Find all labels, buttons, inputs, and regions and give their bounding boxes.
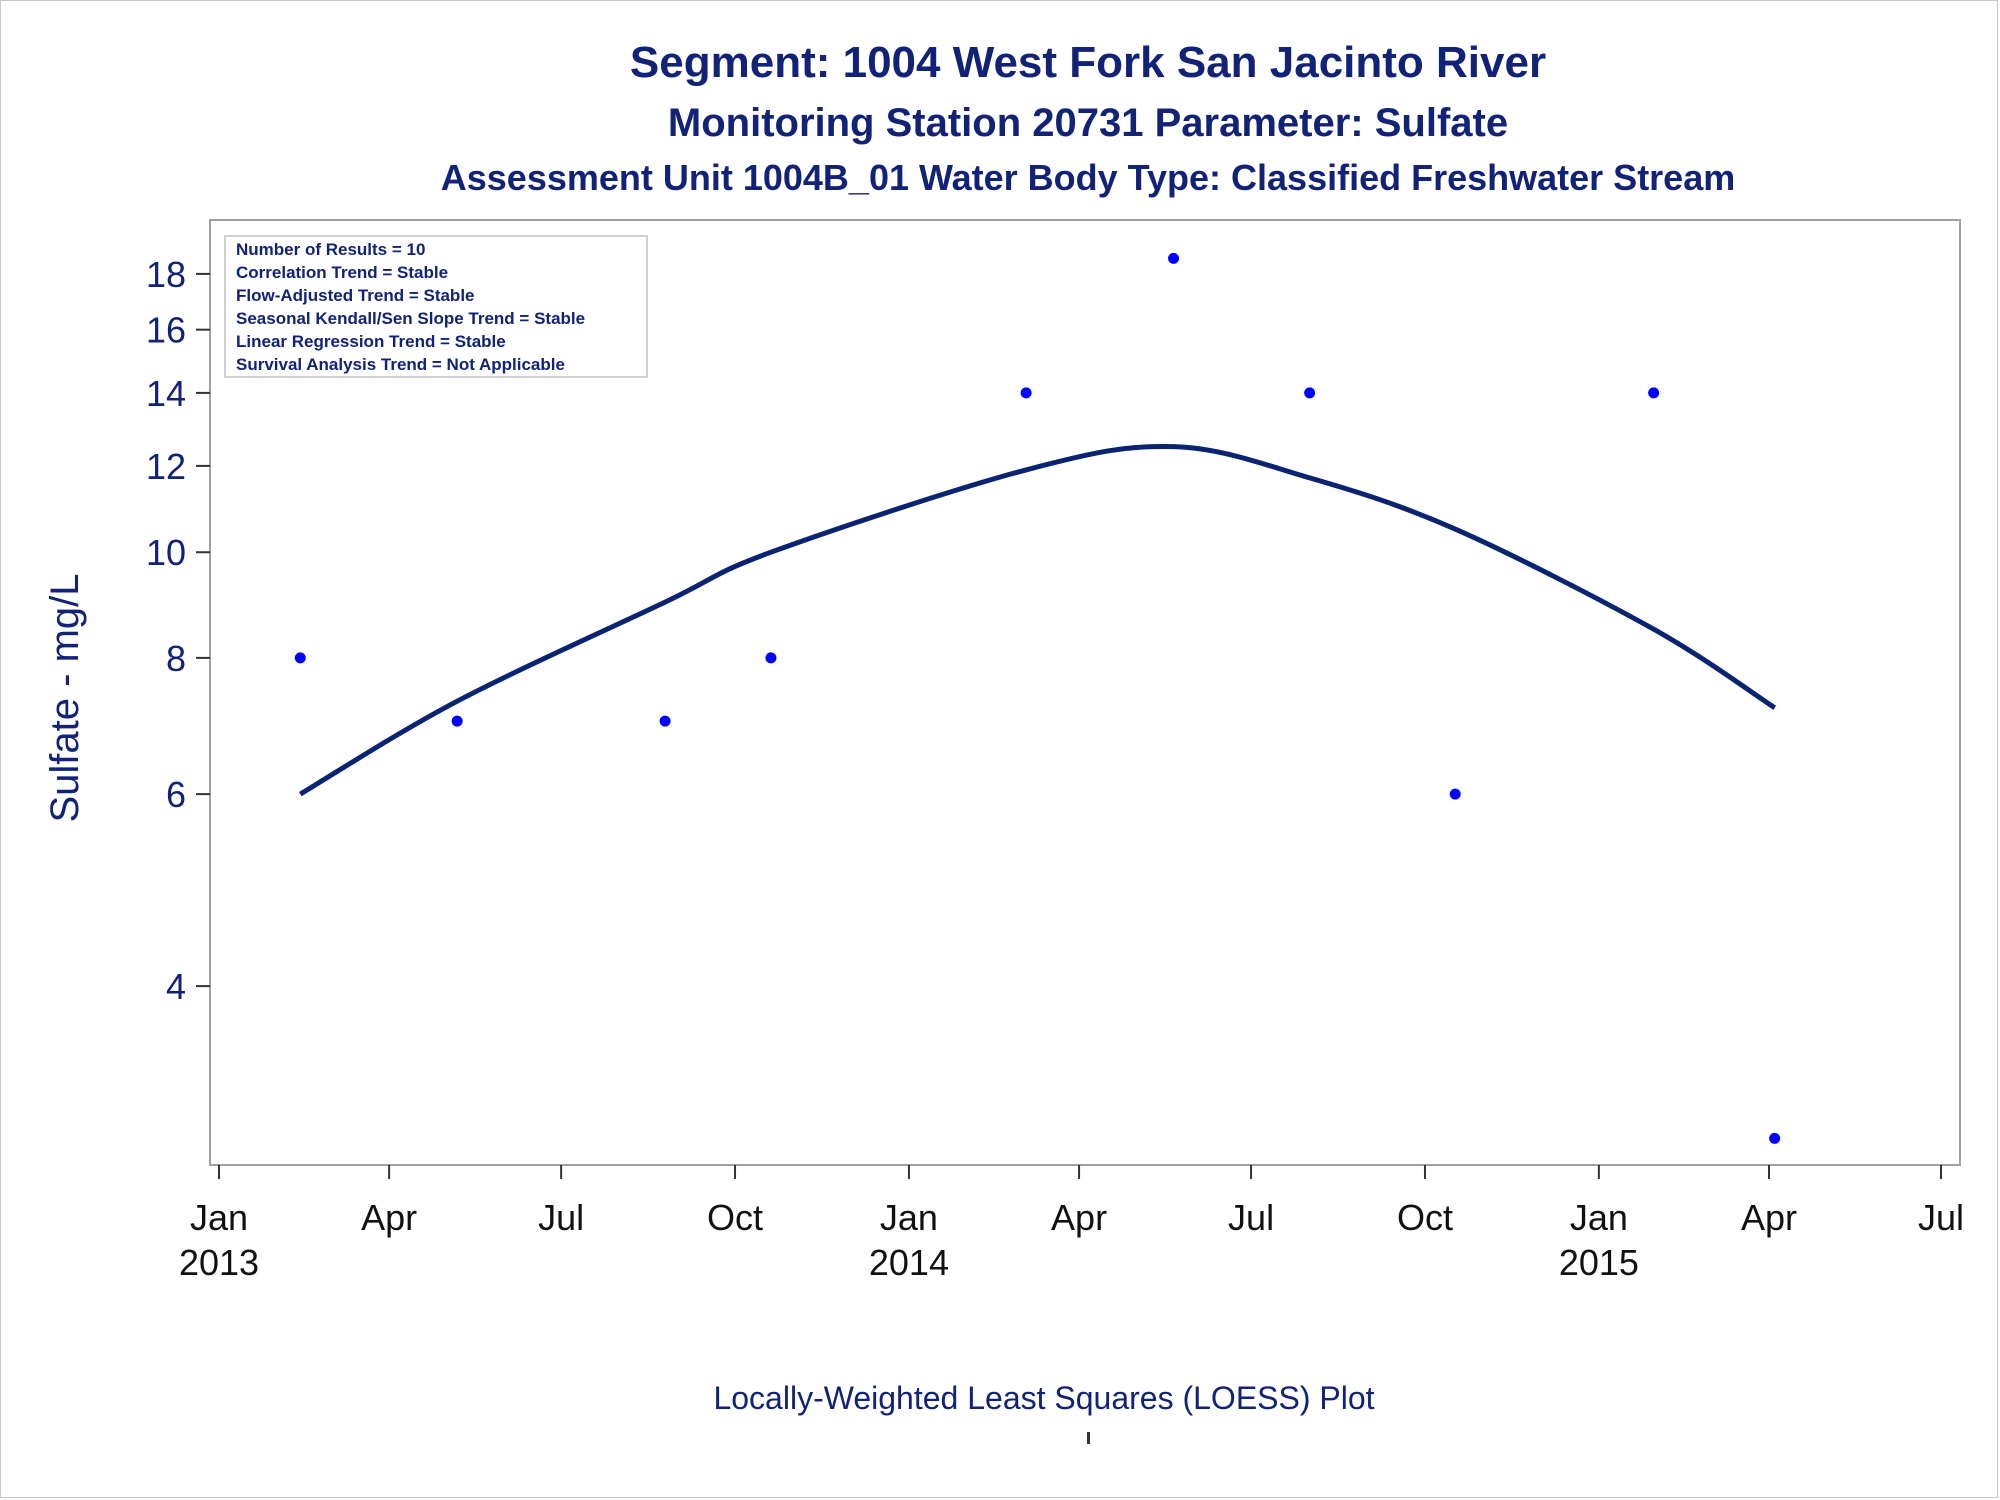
data-point — [1168, 252, 1180, 264]
x-tick-label: Apr — [361, 1197, 417, 1238]
x-tick-label: Oct — [1397, 1197, 1453, 1238]
y-tick-label: 18 — [146, 254, 186, 295]
data-point — [294, 652, 306, 664]
data-point — [765, 652, 777, 664]
loess-curve-group — [299, 443, 1777, 797]
x-tick-label: Apr — [1741, 1197, 1797, 1238]
data-points — [294, 252, 1781, 1144]
trend-info-line: Linear Regression Trend = Stable — [236, 332, 506, 351]
plot-footnote: Locally-Weighted Least Squares (LOESS) P… — [713, 1380, 1375, 1416]
data-point — [1020, 387, 1032, 399]
data-point — [659, 715, 671, 727]
loess-curve — [299, 443, 1777, 797]
y-axis-label: Sulfate - mg/L — [43, 573, 87, 822]
x-tick-label: Jul — [538, 1197, 584, 1238]
x-tick-label: Jan — [880, 1197, 938, 1238]
data-point — [451, 715, 463, 727]
data-point — [1648, 387, 1660, 399]
x-tick-year-label: 2014 — [869, 1242, 949, 1283]
trend-info-line: Correlation Trend = Stable — [236, 263, 448, 282]
data-point — [1769, 1132, 1781, 1144]
y-tick-label: 12 — [146, 446, 186, 487]
trend-info-line: Seasonal Kendall/Sen Slope Trend = Stabl… — [236, 309, 585, 328]
chart-subtitle-assessment: Assessment Unit 1004B_01 Water Body Type… — [440, 157, 1736, 198]
trend-info-border — [224, 235, 648, 378]
trend-info-box: Number of Results = 10 Correlation Trend … — [224, 235, 648, 378]
chart-title: Segment: 1004 West Fork San Jacinto Rive… — [629, 38, 1547, 87]
trend-info-line: Number of Results = 10 — [236, 240, 425, 259]
trend-info-line: Survival Analysis Trend = Not Applicable — [236, 355, 565, 374]
x-tick-label: Apr — [1051, 1197, 1107, 1238]
plot-border — [209, 219, 1961, 1166]
y-tick-label: 6 — [166, 774, 186, 815]
chart-subtitle-station: Monitoring Station 20731 Parameter: Sulf… — [667, 101, 1509, 145]
x-tick-year-label: 2013 — [179, 1242, 259, 1283]
plot-area — [209, 219, 1961, 1166]
x-tick-label: Jul — [1918, 1197, 1964, 1238]
x-tick-label: Jan — [1570, 1197, 1628, 1238]
trend-info-line: Flow-Adjusted Trend = Stable — [236, 286, 475, 305]
y-tick-label: 16 — [146, 310, 186, 351]
y-tick-label: 4 — [166, 966, 186, 1007]
x-tick-year-label: 2015 — [1559, 1242, 1639, 1283]
y-tick-label: 8 — [166, 638, 186, 679]
y-tick-label: 14 — [146, 373, 186, 414]
x-tick-label: Jan — [190, 1197, 248, 1238]
data-point — [1449, 788, 1461, 800]
footnote-tick — [1087, 1432, 1090, 1444]
data-point — [1304, 387, 1316, 399]
x-tick-label: Jul — [1228, 1197, 1274, 1238]
x-tick-label: Oct — [707, 1197, 763, 1238]
y-tick-label: 10 — [146, 532, 186, 573]
